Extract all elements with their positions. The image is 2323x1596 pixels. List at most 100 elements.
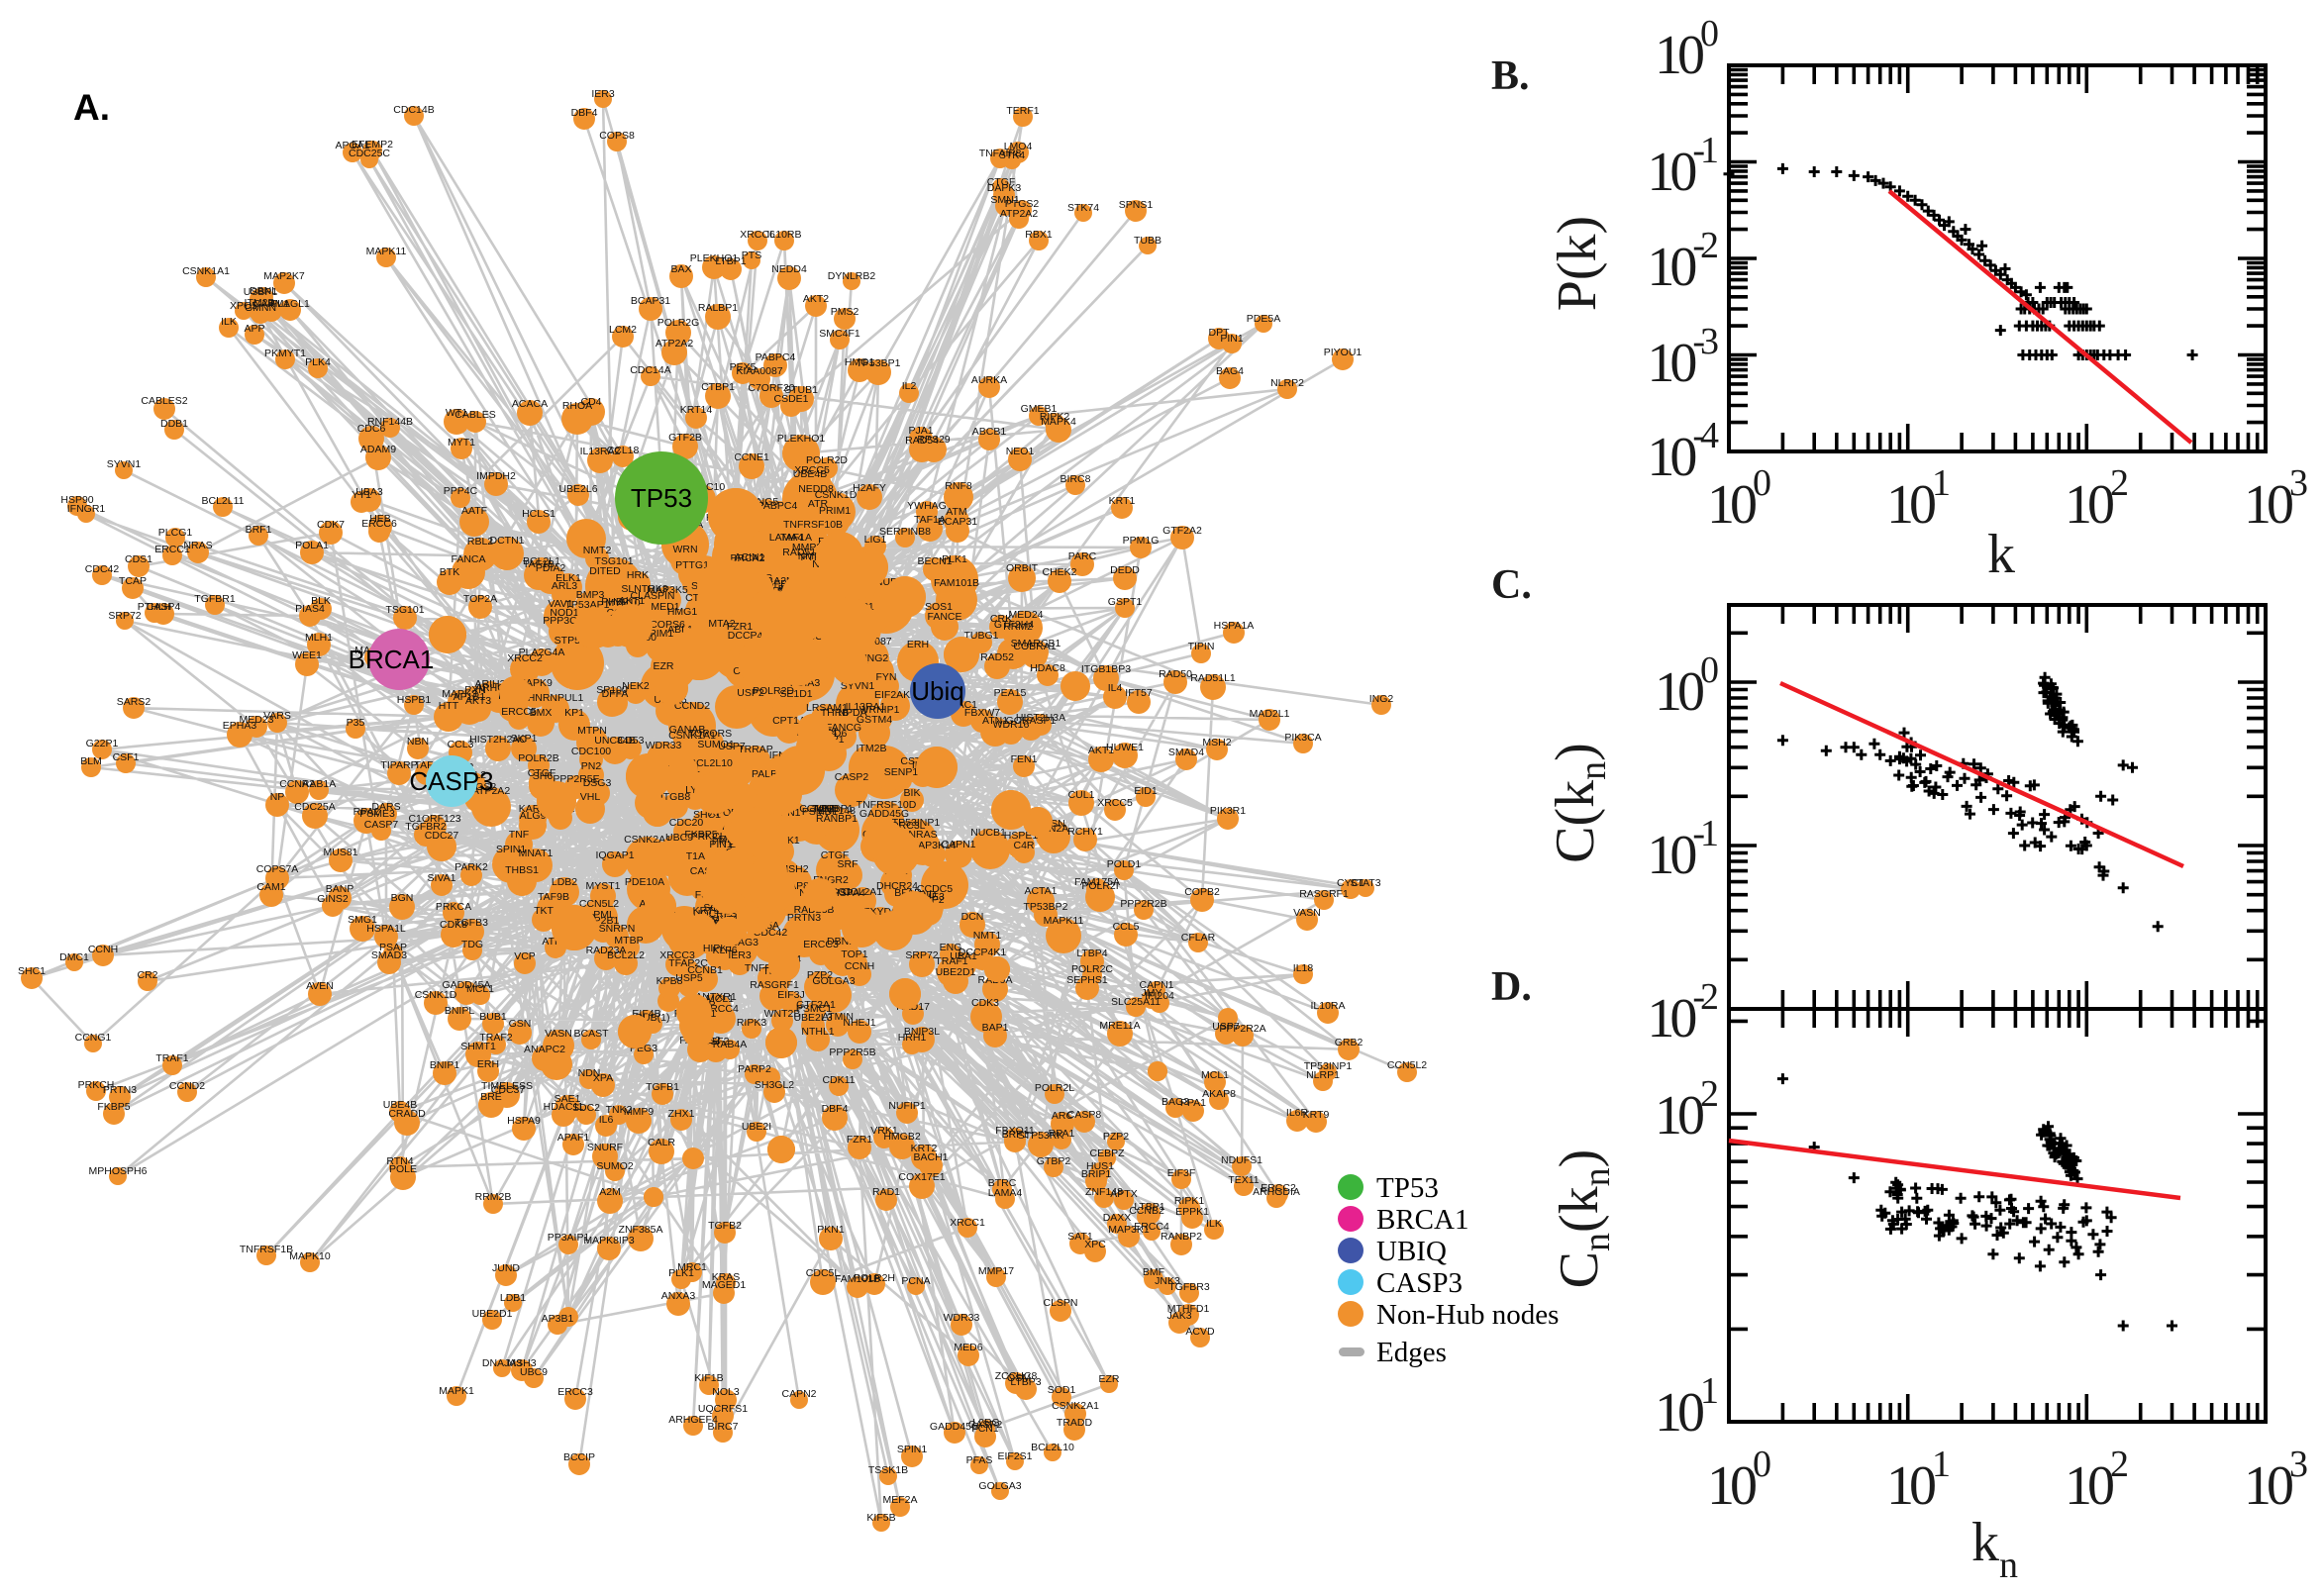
svg-text:IL13RA1: IL13RA1	[846, 701, 886, 713]
svg-text:PPA1: PPA1	[1180, 1097, 1206, 1109]
svg-text:CCNG1: CCNG1	[75, 1032, 112, 1044]
svg-text:FANCG: FANCG	[826, 722, 861, 734]
svg-text:HIST2H3A: HIST2H3A	[1016, 712, 1065, 724]
svg-text:BTK: BTK	[440, 566, 459, 578]
svg-text:UBA1: UBA1	[950, 950, 977, 962]
svg-text:SPIN1: SPIN1	[897, 1444, 928, 1455]
svg-text:ARHGDIA: ARHGDIA	[1253, 1186, 1300, 1198]
svg-text:TGFBR3: TGFBR3	[1168, 1281, 1210, 1293]
svg-text:DBF4: DBF4	[571, 107, 598, 119]
svg-text:HDAC8: HDAC8	[1030, 662, 1065, 674]
svg-text:UBIQ: UBIQ	[1376, 1236, 1447, 1267]
svg-text:ATN1: ATN1	[982, 715, 1008, 727]
svg-text:PIN1: PIN1	[1220, 333, 1244, 345]
svg-text:PSMD1: PSMD1	[802, 806, 838, 818]
svg-text:MMP17: MMP17	[978, 1265, 1014, 1277]
svg-text:BCL2L10: BCL2L10	[1031, 1442, 1074, 1453]
svg-text:BECN1: BECN1	[917, 555, 952, 567]
svg-text:H2AFY: H2AFY	[853, 482, 886, 494]
svg-text:CCN5L2: CCN5L2	[579, 898, 619, 910]
svg-text:PSAP: PSAP	[379, 942, 407, 953]
svg-text:UBE2I: UBE2I	[742, 1121, 771, 1133]
svg-text:C1ORF123: C1ORF123	[408, 813, 460, 825]
svg-text:BAX: BAX	[670, 263, 691, 275]
svg-text:LTBP3: LTBP3	[1010, 1376, 1041, 1388]
svg-text:GSN: GSN	[509, 1018, 532, 1030]
svg-text:CFLAR: CFLAR	[1181, 932, 1216, 944]
svg-text:RALBP1: RALBP1	[698, 302, 738, 314]
svg-text:GINS2: GINS2	[317, 893, 349, 905]
svg-text:TKT: TKT	[534, 905, 554, 917]
svg-text:EZR: EZR	[1099, 1373, 1120, 1385]
svg-text:IL18: IL18	[1293, 962, 1314, 974]
svg-text:PRIM1: PRIM1	[819, 505, 851, 517]
svg-text:JNK3: JNK3	[1155, 1275, 1180, 1287]
svg-text:HMG1: HMG1	[845, 356, 874, 368]
svg-text:LTBP4: LTBP4	[1076, 948, 1107, 959]
svg-text:EFEMP2: EFEMP2	[352, 139, 393, 150]
svg-text:CSNK1D: CSNK1D	[815, 489, 858, 501]
svg-text:ZHX1: ZHX1	[668, 1108, 695, 1120]
svg-text:CAM1: CAM1	[256, 881, 285, 893]
svg-text:Edges: Edges	[1376, 1337, 1447, 1368]
svg-text:POLD1: POLD1	[1107, 858, 1142, 870]
svg-text:NUFIP1: NUFIP1	[888, 1100, 926, 1112]
svg-text:CRK: CRK	[990, 613, 1012, 625]
svg-text:SPNS1: SPNS1	[1119, 199, 1154, 211]
svg-text:VAV1: VAV1	[548, 598, 572, 610]
svg-text:RANBP2: RANBP2	[1161, 1231, 1202, 1243]
svg-text:WDR33: WDR33	[646, 740, 682, 751]
svg-text:KRT2: KRT2	[911, 1143, 938, 1154]
svg-text:CDS1: CDS1	[125, 553, 152, 565]
svg-text:POLR2B: POLR2B	[518, 752, 558, 764]
svg-text:NLRP2: NLRP2	[1270, 377, 1304, 389]
svg-text:SIVA1: SIVA1	[428, 872, 456, 884]
svg-text:MLH1: MLH1	[305, 632, 333, 644]
svg-text:DHCR24: DHCR24	[876, 880, 918, 892]
svg-text:UNC84B: UNC84B	[594, 735, 635, 747]
svg-text:DSG3: DSG3	[583, 777, 612, 789]
svg-text:GADD45A: GADD45A	[442, 979, 490, 991]
svg-text:BRCA2: BRCA2	[730, 552, 764, 564]
svg-text:CUL1: CUL1	[1068, 789, 1095, 801]
svg-text:XRCC3: XRCC3	[659, 949, 695, 961]
svg-text:BAG3: BAG3	[1162, 1096, 1189, 1108]
svg-text:BMX: BMX	[530, 707, 553, 719]
svg-text:TGFBR2: TGFBR2	[405, 821, 447, 833]
svg-text:SENP1: SENP1	[884, 766, 919, 778]
svg-text:POLR2G: POLR2G	[657, 317, 700, 329]
svg-text:NRAS: NRAS	[908, 829, 937, 841]
svg-text:SRP72: SRP72	[905, 949, 938, 961]
svg-text:PLEKHO1: PLEKHO1	[777, 433, 826, 445]
svg-text:CCNH: CCNH	[88, 944, 118, 955]
svg-text:BIK: BIK	[904, 787, 921, 799]
svg-text:FZR1: FZR1	[727, 621, 753, 633]
svg-text:PLEKHO1: PLEKHO1	[690, 252, 739, 264]
svg-text:CALR: CALR	[648, 1137, 675, 1148]
svg-text:RAD51L1: RAD51L1	[1190, 672, 1236, 684]
svg-text:MAP3K1: MAP3K1	[1108, 1224, 1150, 1236]
svg-text:USP2: USP2	[737, 687, 764, 699]
svg-text:IER3: IER3	[728, 949, 752, 961]
svg-text:JUND: JUND	[492, 1262, 520, 1274]
svg-text:TP53BP1: TP53BP1	[857, 357, 901, 369]
svg-text:FKBP5: FKBP5	[684, 829, 717, 841]
svg-text:PIAS4: PIAS4	[295, 603, 325, 615]
svg-text:ERCC4: ERCC4	[703, 1003, 739, 1015]
svg-text:P35: P35	[347, 717, 365, 729]
svg-text:BAG4: BAG4	[1216, 365, 1244, 377]
svg-text:SH6: SH6	[533, 770, 554, 782]
svg-text:GOLGA3: GOLGA3	[812, 975, 855, 987]
svg-text:BLK: BLK	[311, 595, 331, 607]
svg-text:XPA: XPA	[593, 1072, 613, 1084]
svg-text:NBN: NBN	[407, 736, 429, 748]
svg-text:C(kn): C(kn)	[1545, 743, 1614, 863]
svg-text:WDR16: WDR16	[993, 719, 1030, 731]
svg-text:CD53: CD53	[618, 735, 645, 747]
svg-text:PP3AIP1: PP3AIP1	[548, 1232, 590, 1244]
svg-text:C.: C.	[1491, 562, 1532, 608]
svg-text:PABPC4: PABPC4	[756, 351, 796, 363]
svg-text:KRT9: KRT9	[693, 905, 720, 917]
svg-text:PKN1: PKN1	[817, 1224, 845, 1236]
svg-text:SMAD3: SMAD3	[371, 949, 407, 961]
